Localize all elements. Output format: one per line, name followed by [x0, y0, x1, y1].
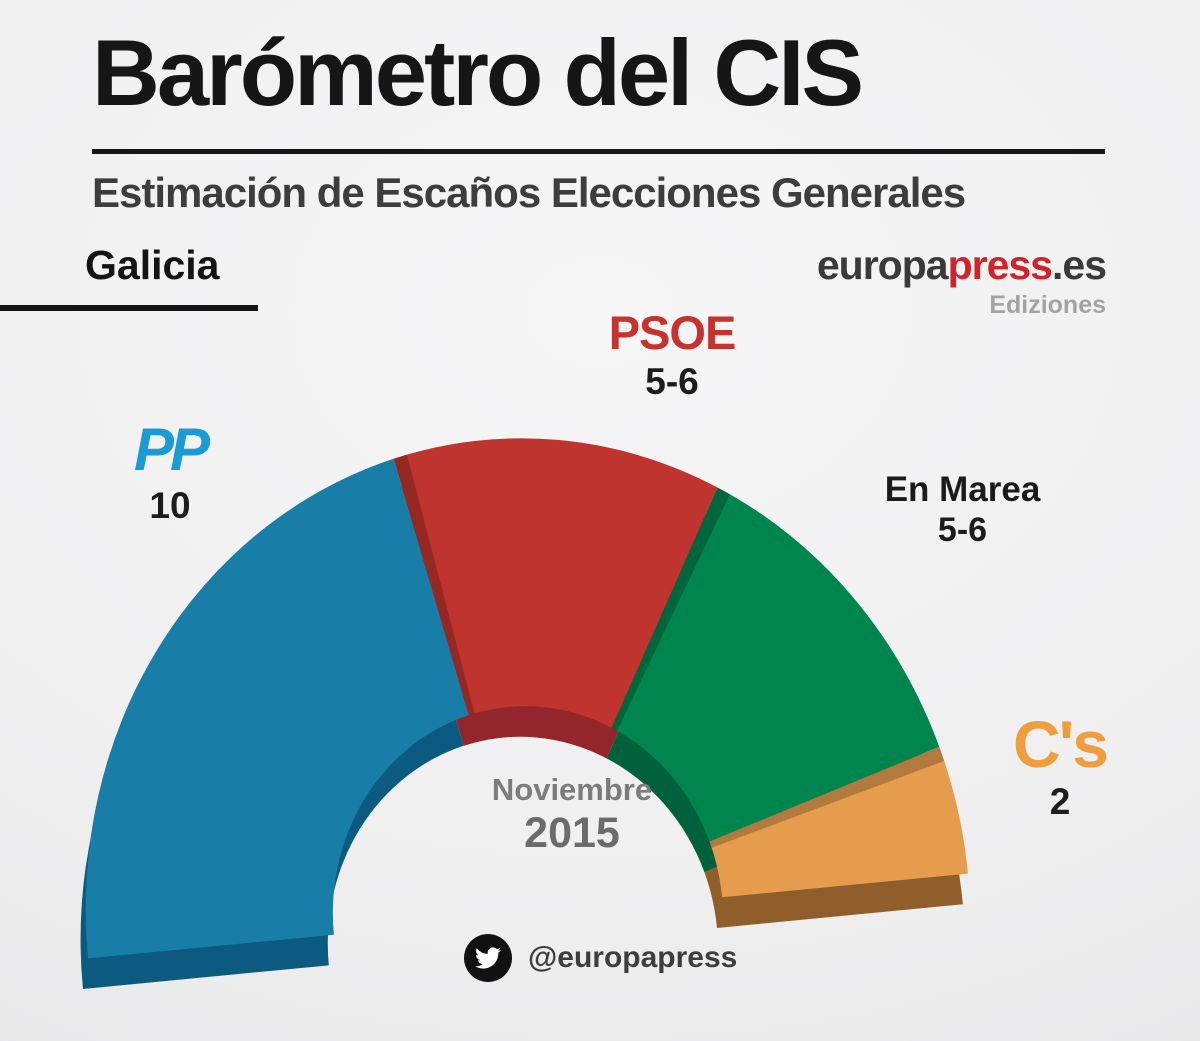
period-year: 2015 — [524, 809, 620, 857]
twitter-handle: @europapress — [528, 941, 738, 974]
label-cs: C's 2 — [985, 707, 1135, 823]
segment-En Marea — [611, 487, 940, 842]
segment-seam — [611, 487, 730, 731]
party-seats-psoe: 5-6 — [645, 361, 699, 403]
brand-es: .es — [1052, 242, 1107, 288]
segment-seam — [709, 746, 945, 848]
page-title: Barómetro del CIS — [92, 20, 864, 125]
chart-front-layer — [85, 438, 968, 959]
subtitle: Estimación de Escaños Elecciones General… — [92, 169, 966, 216]
brand-press: press — [947, 242, 1053, 288]
region-label: Galicia — [85, 242, 220, 288]
twitter-icon — [464, 934, 512, 982]
title-divider — [92, 149, 1105, 154]
segment-PSOE — [393, 438, 718, 728]
party-name-en-marea: En Marea — [884, 470, 1041, 509]
party-name-pp: PP — [133, 416, 210, 483]
brand-logo: europapress.es Ediziones — [816, 242, 1107, 320]
brand-ediziones: Ediziones — [989, 291, 1106, 319]
label-en-marea: En Marea 5-6 — [855, 470, 1070, 550]
region-divider — [0, 305, 258, 311]
period-label: Noviembre 2015 — [457, 772, 687, 858]
brand-europa: europa — [816, 242, 949, 288]
brand-wordmark: europapress.es — [816, 242, 1107, 289]
period-month: Noviembre — [491, 772, 653, 807]
footer: @europapress — [464, 934, 737, 982]
party-seats-cs: 2 — [1049, 781, 1071, 823]
label-psoe: PSOE 5-6 — [562, 308, 782, 403]
twitter-bird-icon — [475, 947, 501, 969]
party-seats-pp: 10 — [149, 485, 191, 526]
party-name-psoe: PSOE — [608, 306, 737, 359]
segment-seam — [393, 454, 475, 716]
segment-PP — [85, 458, 469, 959]
label-pp: PP 10 — [100, 418, 240, 527]
party-seats-en-marea: 5-6 — [937, 510, 988, 549]
party-name-cs: C's — [1012, 707, 1109, 781]
segment-C's — [709, 746, 968, 898]
